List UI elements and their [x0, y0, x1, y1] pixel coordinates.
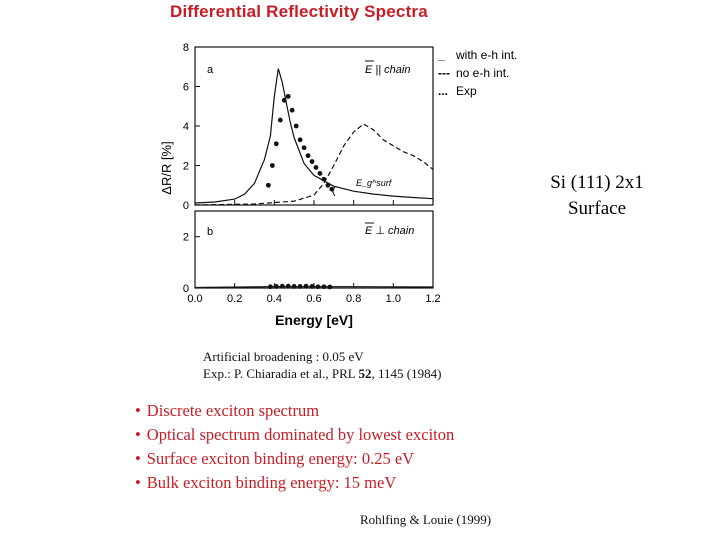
panel-a-exp-point: [281, 97, 287, 103]
panel-a-y-tick-label: 2: [183, 161, 189, 173]
chart-title: Differential Reflectivity Spectra: [170, 2, 428, 21]
legend-item-exp: ... Exp: [438, 82, 517, 100]
sample-label: Si (111) 2x1 Surface: [522, 170, 672, 222]
legend-label: with e-h int.: [456, 48, 518, 62]
panel-b-y-tick-label: 0: [183, 283, 189, 295]
sample-label-line2: Surface: [567, 198, 627, 219]
panel-a-exp-point: [313, 165, 319, 170]
solid-line-icon: _: [438, 48, 445, 62]
x-tick-label: 0.0: [187, 293, 202, 305]
panel-a-exp-point: [325, 182, 331, 188]
panel-b-exp-point: [285, 283, 291, 289]
list-item: Bulk exciton binding energy: 15 meV: [135, 471, 454, 495]
citation: Rohlfing & Louie (1999): [360, 512, 492, 527]
panel-b-exp-point: [267, 284, 273, 290]
panel-a-polarization: E || chain: [365, 60, 410, 76]
panel-a-y-tick-label: 8: [183, 42, 189, 54]
panel-b-frame: [194, 210, 434, 289]
legend-label: no e-h int.: [456, 66, 510, 80]
panel-b-exp-point: [297, 284, 303, 289]
eg-surf-arrow-icon: [332, 186, 336, 197]
panel-a-exp-point: [289, 107, 295, 113]
y-axis-title: ΔR/R [%]: [159, 141, 174, 194]
experiment-reference: Exp.: P. Chiaradia et al., PRL 52, 1145 …: [203, 365, 441, 382]
eg-surf-annotation: E_g^surf: [356, 178, 393, 188]
broadening-note: Artificial broadening : 0.05 eV: [203, 349, 364, 364]
dots-icon: ...: [438, 84, 449, 98]
list-item: Surface exciton binding energy: 0.25 eV: [135, 447, 454, 471]
panel-a-polarization-label: E || chain: [365, 64, 410, 76]
panel-b-exp-point: [273, 284, 279, 289]
panel-b-y-tick-label: 2: [183, 232, 189, 244]
panel-a-exp-point: [309, 159, 315, 164]
panel-a-exp-point: [321, 176, 327, 182]
x-tick-label: 0.8: [346, 293, 361, 305]
dashed-line-icon: ---: [438, 66, 450, 80]
panel-b-exp-point: [309, 284, 315, 289]
panel-b-exp-point: [303, 283, 309, 289]
legend-label: Exp: [456, 84, 477, 98]
panel-a-exp-point: [285, 93, 291, 99]
panel-b-polarization-label: E ⊥ chain: [365, 225, 414, 237]
panel-a-exp-point: [297, 137, 303, 143]
x-tick-label: 0.6: [306, 293, 321, 305]
chart-legend: _ with e-h int. --- no e-h int. ... Exp: [438, 46, 517, 100]
legend-item-with-eh: _ with e-h int.: [438, 46, 517, 64]
panel-a-exp-point: [293, 123, 299, 129]
panel-b-exp-point: [315, 284, 321, 290]
panel-a-exp-point: [277, 117, 283, 123]
panel-a-y-tick-label: 6: [183, 82, 189, 94]
panel-a-exp-point: [265, 182, 271, 188]
panel-b-polarization: E ⊥ chain: [365, 222, 414, 237]
list-item: Discrete exciton spectrum: [135, 399, 454, 423]
panel-a-y-tick-label: 4: [183, 121, 189, 133]
panel-b-label: b: [207, 226, 213, 238]
x-tick-label: 0.4: [267, 293, 282, 305]
x-tick-label: 1.0: [386, 293, 401, 305]
legend-item-no-eh: --- no e-h int.: [438, 64, 517, 82]
list-item: Optical spectrum dominated by lowest exc…: [135, 423, 454, 447]
panel-a-label: a: [207, 64, 214, 76]
panel-a-exp-point: [317, 171, 323, 176]
figure-notes: Artificial broadening : 0.05 eV Exp.: P.…: [203, 348, 441, 382]
panel-a-no-eh-line: [194, 123, 434, 206]
exp-ref-volume: 52: [358, 366, 372, 381]
panel-a-exp-point: [301, 145, 307, 151]
sample-label-line1: Si (111) 2x1: [550, 172, 644, 193]
panel-b-exp-point: [327, 284, 333, 290]
exp-ref-suffix: , 1145 (1984): [371, 366, 442, 381]
panel-a-exp-point: [305, 153, 311, 159]
findings-list: Discrete exciton spectrum Optical spectr…: [135, 399, 454, 495]
panel-b-exp-point: [279, 283, 285, 289]
panel-a-exp-point: [273, 141, 279, 147]
x-axis-title: Energy [eV]: [275, 312, 353, 328]
panel-b-exp-point: [321, 284, 327, 290]
panel-b-exp-point: [291, 284, 297, 289]
panel-a-with-eh-line: [194, 68, 434, 204]
x-tick-label: 0.2: [227, 293, 242, 305]
panel-a-exp-point: [269, 163, 275, 168]
x-tick-label: 1.2: [425, 293, 440, 305]
panel-a-y-tick-label: 0: [183, 200, 189, 212]
exp-ref-prefix: Exp.: P. Chiaradia et al., PRL: [203, 366, 359, 381]
